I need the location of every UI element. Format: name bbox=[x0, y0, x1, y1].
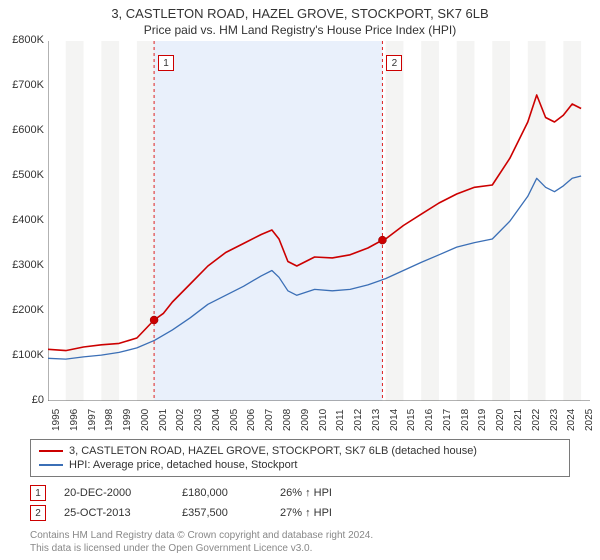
x-tick-label: 2004 bbox=[211, 409, 222, 431]
x-tick-label: 2001 bbox=[158, 409, 169, 431]
transaction-row: 1 20-DEC-2000 £180,000 26% ↑ HPI bbox=[30, 483, 570, 503]
x-tick-label: 2018 bbox=[460, 409, 471, 431]
x-tick-label: 2011 bbox=[335, 409, 346, 431]
transaction-delta: 27% ↑ HPI bbox=[280, 507, 370, 519]
x-tick-label: 2020 bbox=[495, 409, 506, 431]
x-tick-label: 1995 bbox=[51, 409, 62, 431]
x-axis-labels: 1995 1996 1997 1998 1999 2000 2001 2002 2003 2004… bbox=[48, 401, 590, 435]
x-tick-label: 2025 bbox=[584, 409, 595, 431]
x-tick-label: 2023 bbox=[549, 409, 560, 431]
x-tick-label: 2013 bbox=[371, 409, 382, 431]
y-tick-label: £700K bbox=[0, 79, 44, 91]
y-tick-label: £0 bbox=[0, 394, 44, 406]
transaction-date: 20-DEC-2000 bbox=[64, 487, 164, 499]
chart-subtitle: Price paid vs. HM Land Registry's House … bbox=[0, 21, 600, 41]
x-tick-label: 2010 bbox=[318, 409, 329, 431]
legend-item: 3, CASTLETON ROAD, HAZEL GROVE, STOCKPOR… bbox=[39, 444, 561, 458]
transaction-date: 25-OCT-2013 bbox=[64, 507, 164, 519]
transaction-marker: 1 bbox=[30, 485, 46, 501]
x-tick-label: 2015 bbox=[406, 409, 417, 431]
transaction-price: £357,500 bbox=[182, 507, 262, 519]
y-tick-label: £200K bbox=[0, 304, 44, 316]
x-tick-label: 2007 bbox=[264, 409, 275, 431]
footer-line-1: Contains HM Land Registry data © Crown c… bbox=[30, 529, 570, 542]
y-tick-label: £300K bbox=[0, 259, 44, 271]
x-tick-label: 2012 bbox=[353, 409, 364, 431]
legend: 3, CASTLETON ROAD, HAZEL GROVE, STOCKPOR… bbox=[30, 439, 570, 477]
chart-title: 3, CASTLETON ROAD, HAZEL GROVE, STOCKPOR… bbox=[0, 0, 600, 21]
legend-label: 3, CASTLETON ROAD, HAZEL GROVE, STOCKPOR… bbox=[69, 445, 477, 457]
x-tick-label: 1998 bbox=[104, 409, 115, 431]
x-tick-label: 2002 bbox=[175, 409, 186, 431]
legend-label: HPI: Average price, detached house, Stoc… bbox=[69, 459, 298, 471]
footer-line-2: This data is licensed under the Open Gov… bbox=[30, 542, 570, 555]
x-tick-label: 2003 bbox=[193, 409, 204, 431]
transaction-marker: 2 bbox=[30, 505, 46, 521]
x-tick-label: 1997 bbox=[87, 409, 98, 431]
legend-item: HPI: Average price, detached house, Stoc… bbox=[39, 458, 561, 472]
chart-svg bbox=[48, 41, 590, 401]
transaction-callout: 2 bbox=[386, 55, 402, 71]
x-tick-label: 1996 bbox=[69, 409, 80, 431]
y-tick-label: £100K bbox=[0, 349, 44, 361]
legend-swatch bbox=[39, 464, 63, 466]
x-tick-label: 2021 bbox=[513, 409, 524, 431]
x-tick-label: 2019 bbox=[477, 409, 488, 431]
footer-attribution: Contains HM Land Registry data © Crown c… bbox=[30, 529, 570, 555]
chart-area: 12 bbox=[48, 41, 590, 401]
y-tick-label: £600K bbox=[0, 124, 44, 136]
x-tick-label: 2005 bbox=[229, 409, 240, 431]
x-tick-label: 2008 bbox=[282, 409, 293, 431]
x-tick-label: 2009 bbox=[300, 409, 311, 431]
x-tick-label: 2014 bbox=[389, 409, 400, 431]
transaction-callout: 1 bbox=[158, 55, 174, 71]
x-tick-label: 2022 bbox=[531, 409, 542, 431]
transaction-row: 2 25-OCT-2013 £357,500 27% ↑ HPI bbox=[30, 503, 570, 523]
y-tick-label: £500K bbox=[0, 169, 44, 181]
transactions-table: 1 20-DEC-2000 £180,000 26% ↑ HPI 2 25-OCT-201… bbox=[30, 483, 570, 523]
legend-swatch bbox=[39, 450, 63, 452]
x-tick-label: 2017 bbox=[442, 409, 453, 431]
y-tick-label: £400K bbox=[0, 214, 44, 226]
transaction-delta: 26% ↑ HPI bbox=[280, 487, 370, 499]
x-tick-label: 2024 bbox=[566, 409, 577, 431]
y-tick-label: £800K bbox=[0, 34, 44, 46]
transaction-price: £180,000 bbox=[182, 487, 262, 499]
x-tick-label: 2000 bbox=[140, 409, 151, 431]
x-tick-label: 2006 bbox=[246, 409, 257, 431]
x-tick-label: 2016 bbox=[424, 409, 435, 431]
x-tick-label: 1999 bbox=[122, 409, 133, 431]
